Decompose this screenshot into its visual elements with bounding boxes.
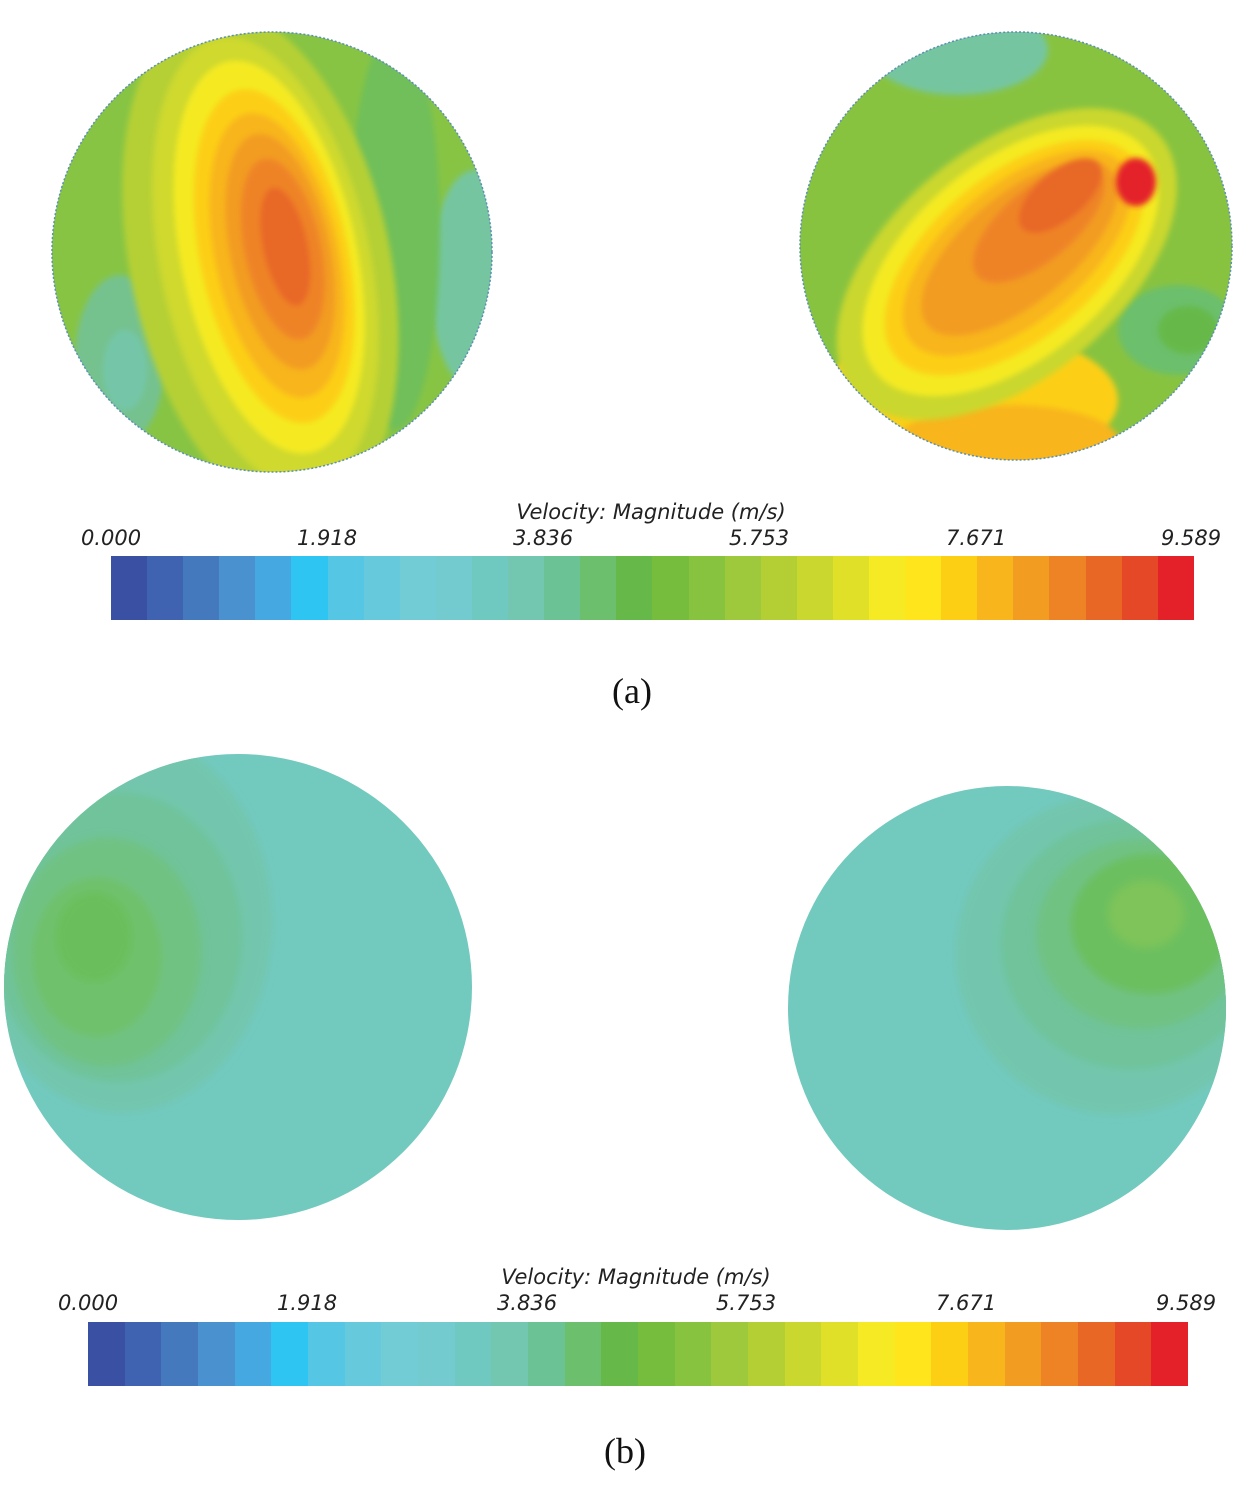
colorbar-b-swatch-23	[931, 1322, 969, 1386]
colorbar-tick-b-3: 5.753	[715, 1291, 777, 1315]
colorbar-b-swatch-25	[1004, 1322, 1042, 1386]
colorbar-a-swatch-17	[724, 556, 761, 620]
colorbar-tick-a-3: 5.753	[728, 526, 790, 550]
colorbar-a-swatch-7	[363, 556, 400, 620]
colorbar-b-swatch-15	[638, 1322, 675, 1386]
colorbar-a-swatch-18	[760, 556, 797, 620]
colorbar-b-swatch-18	[748, 1322, 785, 1386]
colorbar-b-swatch-27	[1078, 1322, 1115, 1386]
colorbar-a-swatch-14	[616, 556, 653, 620]
colorbar-b-swatch-19	[784, 1322, 822, 1386]
colorbar-a-swatch-2	[183, 556, 220, 620]
colorbar-a-swatch-12	[544, 556, 581, 620]
colorbar-tick-b-4: 7.671	[935, 1291, 997, 1315]
panel-label-b: (b)	[604, 1431, 646, 1471]
colorbar-a	[111, 556, 1194, 620]
colorbar-tick-a-4: 7.671	[945, 526, 1007, 550]
colorbar-b-swatch-12	[528, 1322, 565, 1386]
colorbar-title-a: Velocity: Magnitude (m/s)	[516, 500, 786, 524]
contour-plot-a-right	[799, 31, 1233, 461]
colorbar-b-swatch-10	[454, 1322, 492, 1386]
colorbar-b-swatch-17	[711, 1322, 749, 1386]
contour-plot-b-left	[4, 754, 472, 1220]
colorbar-a-swatch-21	[868, 556, 906, 620]
colorbar-b-swatch-24	[968, 1322, 1005, 1386]
colorbar-a-swatch-19	[796, 556, 833, 620]
colorbar-b	[88, 1322, 1189, 1386]
colorbar-tick-a-0: 0.000	[80, 526, 142, 550]
colorbar-b-swatch-26	[1041, 1322, 1079, 1386]
colorbar-a-swatch-10	[471, 556, 509, 620]
colorbar-b-swatch-4	[234, 1322, 272, 1386]
colorbar-a-swatch-4	[255, 556, 292, 620]
colorbar-tick-b-5: 9.589	[1155, 1291, 1217, 1315]
colorbar-a-swatch-22	[905, 556, 942, 620]
colorbar-a-swatch-29	[1157, 556, 1194, 620]
colorbar-b-swatch-11	[491, 1322, 529, 1386]
colorbar-a-swatch-3	[219, 556, 256, 620]
colorbar-b-swatch-20	[821, 1322, 859, 1386]
panel-label-a: (a)	[612, 671, 652, 711]
colorbar-tick-a-1: 1.918	[296, 526, 358, 550]
colorbar-b-swatch-2	[161, 1322, 199, 1386]
colorbar-b-swatch-14	[601, 1322, 639, 1386]
colorbar-b-swatch-13	[564, 1322, 602, 1386]
colorbar-tick-a-5: 9.589	[1160, 526, 1222, 550]
colorbar-a-swatch-9	[435, 556, 472, 620]
colorbar-b-swatch-0	[88, 1322, 125, 1386]
colorbar-b-swatch-5	[271, 1322, 309, 1386]
colorbar-a-swatch-27	[1085, 556, 1122, 620]
colorbar-b-swatch-1	[124, 1322, 162, 1386]
colorbar-a-swatch-13	[580, 556, 617, 620]
colorbar-a-swatch-15	[652, 556, 689, 620]
contour-plot-b-right	[788, 786, 1226, 1230]
colorbar-a-swatch-5	[291, 556, 328, 620]
colorbar-title-b: Velocity: Magnitude (m/s)	[501, 1265, 771, 1289]
colorbar-b-swatch-28	[1114, 1322, 1152, 1386]
contour-plot-a-left	[51, 31, 493, 473]
colorbar-a-swatch-23	[941, 556, 978, 620]
colorbar-a-swatch-16	[688, 556, 725, 620]
colorbar-a-swatch-8	[399, 556, 436, 620]
colorbar-tick-b-1: 1.918	[276, 1291, 338, 1315]
colorbar-a-swatch-20	[832, 556, 869, 620]
colorbar-tick-b-0: 0.000	[57, 1291, 119, 1315]
colorbar-b-swatch-16	[674, 1322, 712, 1386]
colorbar-tick-a-2: 3.836	[512, 526, 574, 550]
colorbar-b-swatch-21	[858, 1322, 895, 1386]
colorbar-a-swatch-1	[147, 556, 184, 620]
colorbar-b-swatch-9	[418, 1322, 455, 1386]
colorbar-a-swatch-6	[327, 556, 364, 620]
colorbar-a-swatch-11	[508, 556, 545, 620]
colorbar-b-swatch-8	[381, 1322, 419, 1386]
colorbar-b-swatch-29	[1151, 1322, 1189, 1386]
colorbar-a-swatch-26	[1049, 556, 1086, 620]
colorbar-b-swatch-7	[344, 1322, 382, 1386]
colorbar-b-swatch-6	[308, 1322, 345, 1386]
colorbar-tick-b-2: 3.836	[496, 1291, 558, 1315]
colorbar-a-swatch-24	[977, 556, 1014, 620]
colorbar-b-swatch-22	[894, 1322, 932, 1386]
colorbar-a-swatch-0	[111, 556, 148, 620]
colorbar-b-swatch-3	[198, 1322, 235, 1386]
colorbar-a-swatch-28	[1121, 556, 1158, 620]
colorbar-a-swatch-25	[1013, 556, 1050, 620]
